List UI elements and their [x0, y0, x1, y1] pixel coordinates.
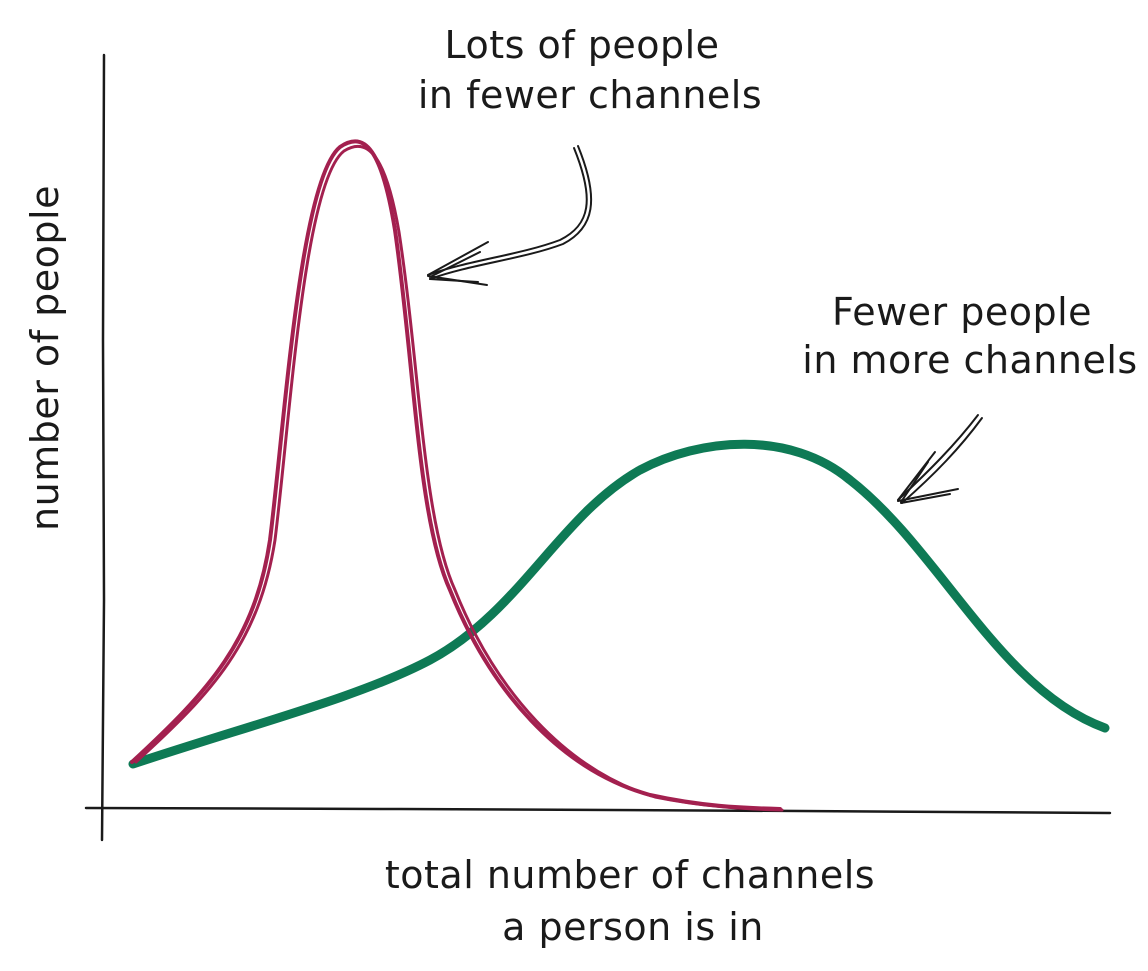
wide-arrow-head-left: [897, 451, 936, 501]
peak-arrow-shaft-a: [427, 147, 588, 276]
peak-arrow-head-upper-2: [429, 251, 481, 278]
narrow-distribution-curve: [130, 139, 784, 812]
peak-annotation-line1: Lots of people: [444, 23, 719, 67]
y-axis-line: [100, 53, 106, 842]
x-axis-label-line2: a person is in: [502, 905, 764, 949]
x-axis-label-line1: total number of channels: [385, 853, 875, 897]
narrow-curve-stroke-a: [130, 139, 782, 811]
peak-arrow-shaft-b: [429, 145, 593, 280]
peak-arrow-head-lower-2: [429, 278, 479, 283]
axes: [84, 53, 1112, 842]
peak-arrow: [427, 145, 593, 286]
wide-arrow-head-left-2: [900, 461, 929, 503]
wide-arrow-head-bottom: [897, 488, 959, 502]
peak-arrow-head-upper: [427, 241, 489, 276]
wide-annotation-line1: Fewer people: [832, 290, 1092, 334]
peak-annotation-line2: in fewer channels: [418, 73, 762, 117]
wide-distribution-curve: [128, 439, 1110, 769]
wide-annotation-line2: in more channels: [802, 338, 1137, 382]
wide-arrow-shaft-b: [901, 417, 983, 504]
wide-arrow: [897, 414, 983, 504]
x-axis-line: [84, 806, 1112, 815]
narrow-curve-stroke-b: [134, 145, 784, 812]
y-axis-label: number of people: [23, 185, 67, 531]
wide-arrow-head-bottom-2: [900, 493, 951, 504]
